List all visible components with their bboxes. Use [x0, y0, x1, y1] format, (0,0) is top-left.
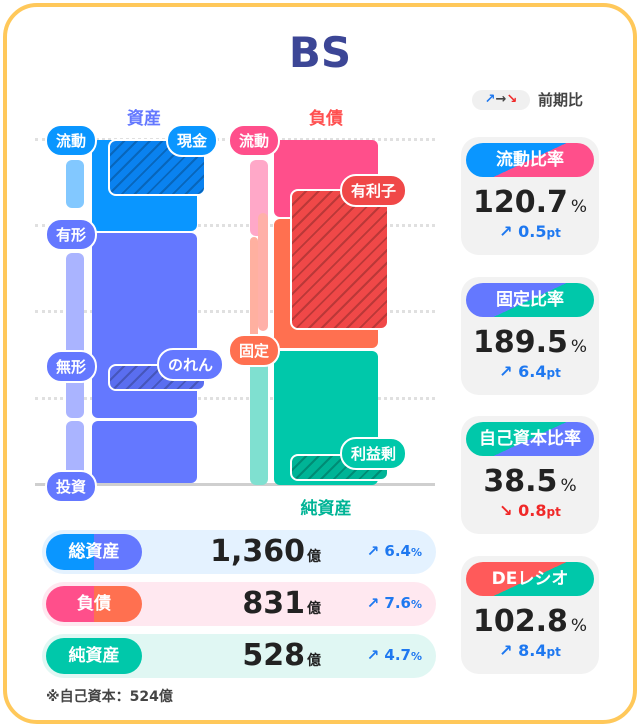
- total-row-assets: 総資産 1,360 億 ↗ 6.4%: [42, 530, 436, 574]
- ratio-value: 38.5%: [483, 464, 577, 499]
- net-assets-sub-bar: [250, 350, 268, 485]
- total-row-net-assets: 純資産 528 億 ↗ 4.7%: [42, 634, 436, 678]
- baseline: [35, 483, 435, 486]
- label-cash: 現金: [166, 124, 219, 157]
- label-interest-bearing: 有利子: [340, 174, 408, 207]
- legend-label: 前期比: [538, 91, 584, 109]
- ratio-change: ↗ 6.4pt: [499, 362, 561, 381]
- label-investments: 投資: [45, 470, 98, 503]
- ratio-label: DEレシオ: [466, 562, 594, 596]
- total-change: ↗ 4.7%: [366, 646, 422, 664]
- interest-bearing-debt-block: [290, 189, 389, 330]
- ratio-value: 120.7%: [472, 185, 588, 220]
- fixed-liabilities-sub-bar: [258, 213, 268, 331]
- assets-header: 資産: [127, 109, 161, 129]
- ratio-value: 189.5%: [472, 325, 588, 360]
- label-goodwill: のれん: [157, 348, 225, 381]
- total-change: ↗ 6.4%: [366, 542, 422, 560]
- ratio-label: 流動比率: [466, 143, 594, 177]
- total-label: 負債: [46, 586, 142, 622]
- gridline: [35, 224, 435, 227]
- ratio-change: ↗ 0.5pt: [499, 222, 561, 241]
- gridline: [35, 397, 435, 400]
- ratio-change: ↗ 8.4pt: [499, 641, 561, 660]
- ratio-card-fixed: 固定比率 189.5% ↗ 6.4pt: [461, 277, 599, 395]
- total-row-liabilities: 負債 831 億 ↗ 7.6%: [42, 582, 436, 626]
- arrow-up-icon: ↗: [499, 641, 513, 660]
- total-label: 総資産: [46, 534, 142, 570]
- arrow-up-icon: ↗: [499, 362, 513, 381]
- arrow-up-icon: ↗: [366, 594, 380, 612]
- footnote: ※自己資本：524億: [46, 689, 173, 705]
- total-value: 1,360 億: [210, 534, 321, 569]
- investments-sub-bar: [66, 421, 84, 483]
- ratio-card-de: DEレシオ 102.8% ↗ 8.4pt: [461, 556, 599, 674]
- ratio-card-current: 流動比率 120.7% ↗ 0.5pt: [461, 137, 599, 255]
- ratio-card-equity: 自己資本比率 38.5% ↘ 0.8pt: [461, 416, 599, 534]
- label-fixed-liabilities: 固定: [228, 334, 281, 367]
- total-value: 831 億: [242, 586, 321, 621]
- fixed-assets-sub-bar: [66, 253, 84, 418]
- current-assets-sub-bar: [66, 160, 84, 208]
- total-change: ↗ 7.6%: [366, 594, 422, 612]
- arrow-down-icon: ↘: [499, 501, 513, 520]
- ratio-value: 102.8%: [472, 604, 588, 639]
- arrow-up-icon: ↗: [366, 542, 380, 560]
- trend-arrows-icon: ↗→↘: [472, 90, 530, 110]
- fixed-liabilities-sub-bar: [250, 237, 258, 347]
- ratio-change: ↘ 0.8pt: [499, 501, 561, 520]
- arrow-up-icon: ↗: [366, 646, 380, 664]
- ratio-label: 固定比率: [466, 283, 594, 317]
- total-value: 528 億: [242, 638, 321, 673]
- net-assets-footer: 純資産: [300, 499, 352, 519]
- label-current-assets: 流動: [45, 124, 98, 157]
- label-retained-earnings: 利益剰: [340, 437, 408, 470]
- liabilities-header: 負債: [309, 109, 343, 129]
- label-intangible: 無形: [45, 350, 98, 383]
- page-title: BS: [288, 28, 352, 77]
- label-current-liabilities: 流動: [228, 124, 281, 157]
- label-tangible: 有形: [45, 218, 98, 251]
- arrow-up-icon: ↗: [499, 222, 513, 241]
- investments-block: [92, 421, 197, 483]
- ratio-label: 自己資本比率: [466, 422, 594, 456]
- gridline: [35, 310, 435, 313]
- total-label: 純資産: [46, 638, 142, 674]
